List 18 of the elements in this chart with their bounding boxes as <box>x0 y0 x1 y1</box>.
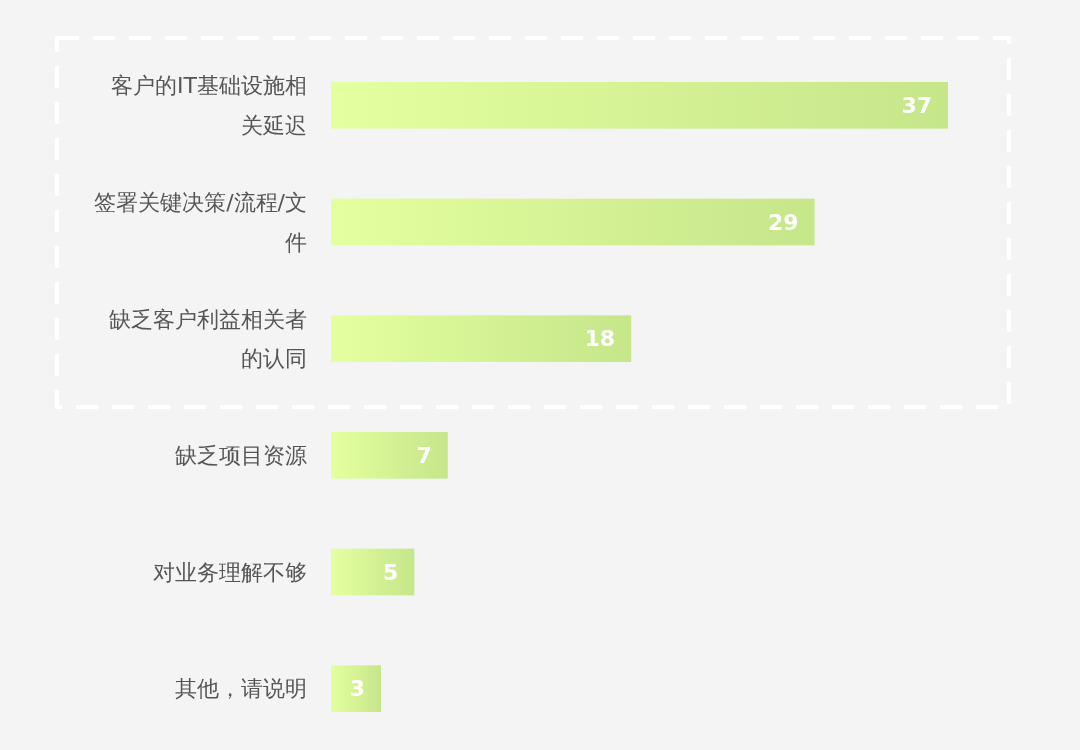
data-label: 18 <box>584 326 616 352</box>
bar <box>331 82 948 129</box>
y-tick-label: 缺乏客户利益相关者的认同 <box>109 306 307 372</box>
bar <box>331 198 815 246</box>
bar <box>331 315 632 362</box>
bar <box>331 665 382 712</box>
data-label: 3 <box>349 676 366 702</box>
data-label: 37 <box>901 93 932 119</box>
data-label: 29 <box>767 209 799 235</box>
y-tick-label: 对业务理解不够 <box>153 559 307 585</box>
y-tick-label: 其他，请说明 <box>175 676 307 702</box>
bar <box>331 548 415 596</box>
y-tick-label: 签署关键决策/流程/文件 <box>94 189 307 255</box>
y-tick-label: 缺乏项目资源 <box>175 443 307 469</box>
y-tick-label: 客户的IT基础设施相关延迟 <box>111 73 307 138</box>
bar <box>331 432 448 479</box>
data-label: 7 <box>416 443 432 469</box>
data-label: 5 <box>383 559 399 585</box>
